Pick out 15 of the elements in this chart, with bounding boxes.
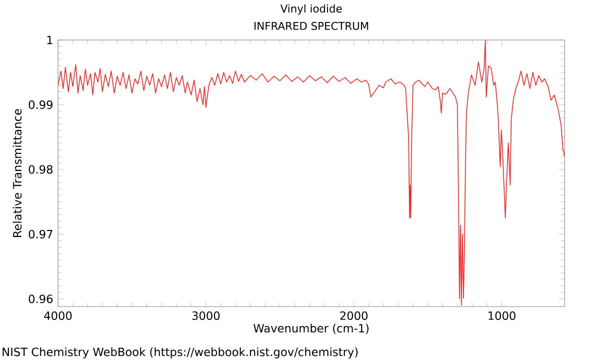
y-tick-label: 1 xyxy=(47,36,52,44)
x-tick-label: 1000 xyxy=(488,311,516,320)
y-tick-label: 0.97 xyxy=(28,230,52,238)
y-tick-label: 0.98 xyxy=(28,165,53,174)
x-tick-label: 3000 xyxy=(192,311,220,320)
text: NIST Chemistry WebBook (https://webbook.nist.gov/chemistry) xyxy=(2,347,358,358)
x-axis-title: Wavenumber (cm-1) xyxy=(254,324,369,334)
line-series xyxy=(58,40,565,306)
x-tick-label: 4000 xyxy=(44,311,72,320)
chart-title: Vinyl iodide xyxy=(280,4,342,15)
y-axis-title: Relative Transmittance xyxy=(12,109,22,238)
chart-subtitle: INFRARED SPECTRUM xyxy=(254,22,368,30)
x-tick-label: 2000 xyxy=(340,311,368,320)
y-tick-label: 0.99 xyxy=(28,100,52,110)
y-tick-label: 0.96 xyxy=(28,294,53,304)
